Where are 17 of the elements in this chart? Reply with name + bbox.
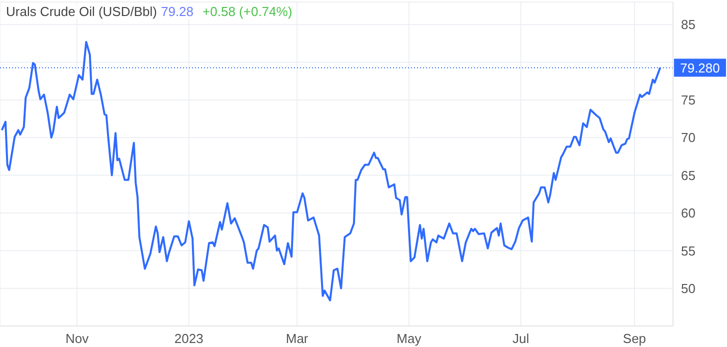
y-tick-label: 55 [681, 243, 696, 258]
y-tick-label: 85 [681, 17, 696, 32]
y-tick-label: 60 [681, 206, 696, 221]
x-tick-label: 2023 [174, 331, 204, 346]
ref-line-label: 79.280 [680, 60, 720, 76]
annotation: +0.58 (+0.74%) [202, 4, 292, 19]
x-tick-label: Sep [622, 331, 646, 346]
x-tick-label: May [396, 331, 422, 346]
y-tick-label: 65 [681, 168, 696, 183]
chart-title: Urals Crude Oil (USD/Bbl) [6, 4, 157, 19]
annotation: 79.28 [160, 4, 194, 19]
x-tick-label: Mar [286, 331, 309, 346]
y-tick-label: 75 [681, 92, 696, 108]
y-tick-label: 50 [681, 280, 696, 296]
y-tick-label: 70 [681, 130, 696, 146]
x-tick-label: Nov [65, 331, 90, 346]
x-tick-label: Jul [512, 331, 530, 346]
